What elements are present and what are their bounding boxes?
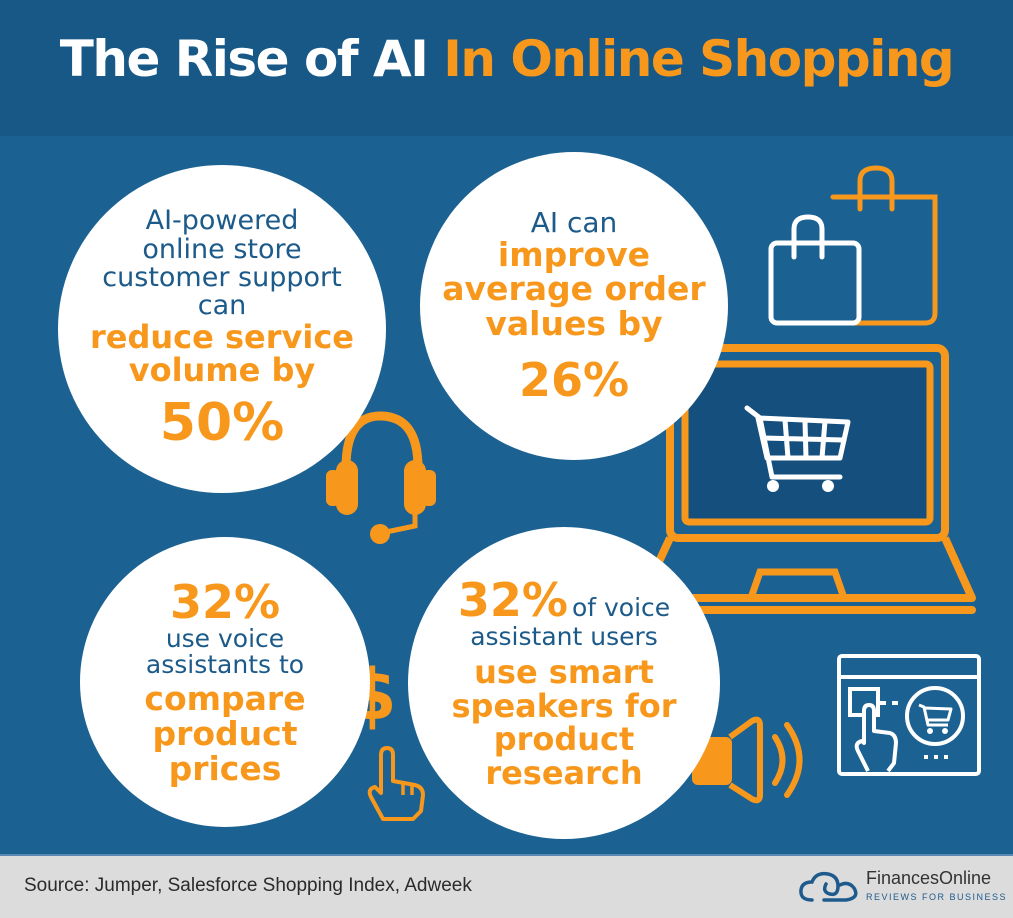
title-orange: In Online Shopping bbox=[443, 30, 954, 88]
stat1-text: can bbox=[197, 290, 247, 322]
pointing-hand-icon bbox=[367, 746, 425, 821]
stat2-highlight: average order bbox=[442, 269, 706, 309]
stat4-text: of voice bbox=[571, 592, 671, 622]
stat1-text: online store bbox=[142, 233, 302, 265]
stat4-highlight: research bbox=[485, 753, 643, 792]
stat1-text: customer support bbox=[102, 262, 342, 294]
stat3-text: use voice bbox=[165, 623, 285, 653]
stat3-value: 32% bbox=[169, 574, 281, 629]
footer: Source: Jumper, Salesforce Shopping Inde… bbox=[0, 854, 1013, 918]
laptop-cart-icon bbox=[640, 344, 976, 614]
online-store-click-icon bbox=[837, 654, 981, 776]
title-white: The Rise of AI bbox=[59, 30, 429, 88]
stat4-value: 32% bbox=[457, 572, 568, 627]
stat1-text: AI-powered bbox=[145, 205, 299, 237]
stat3-highlight: prices bbox=[168, 748, 282, 788]
stat3-highlight: compare bbox=[144, 679, 306, 719]
stat-circle-service-volume: AI-powered online store customer support… bbox=[58, 165, 386, 493]
headset-icon bbox=[326, 411, 436, 544]
shopping-bags-icon bbox=[768, 165, 938, 326]
stat-circle-smart-speakers: 32% of voice assistant users use smart s… bbox=[408, 527, 720, 839]
stat4-highlight: speakers for bbox=[451, 686, 677, 725]
stat2-highlight: improve bbox=[497, 234, 651, 274]
stat4-text: assistant users bbox=[470, 621, 658, 651]
stat1-highlight: reduce service bbox=[89, 317, 354, 356]
stat2-value: 26% bbox=[518, 352, 630, 407]
page-title: The Rise of AI In Online Shopping bbox=[0, 30, 1013, 88]
stat3-highlight: product bbox=[152, 714, 298, 754]
stat1-value: 50% bbox=[159, 392, 285, 453]
stat3-text: assistants to bbox=[145, 650, 305, 680]
stat-circle-order-value: AI can improve average order values by 2… bbox=[420, 152, 728, 460]
stat1-highlight: volume by bbox=[128, 351, 316, 390]
cloud-logo-icon bbox=[799, 871, 858, 902]
stat2-text: AI can bbox=[530, 206, 618, 240]
stat-circle-compare-prices: 32% use voice assistants to compare prod… bbox=[80, 537, 370, 827]
stat2-highlight: values by bbox=[485, 303, 663, 343]
source-text: Source: Jumper, Salesforce Shopping Inde… bbox=[24, 875, 472, 896]
stat4-highlight: use smart bbox=[474, 653, 654, 692]
stat4-highlight: product bbox=[493, 720, 635, 759]
brand-tagline: REVIEWS FOR BUSINESS bbox=[866, 892, 1008, 902]
brand-name[interactable]: FinancesOnline bbox=[866, 868, 992, 888]
header: The Rise of AI In Online Shopping bbox=[0, 0, 1013, 136]
